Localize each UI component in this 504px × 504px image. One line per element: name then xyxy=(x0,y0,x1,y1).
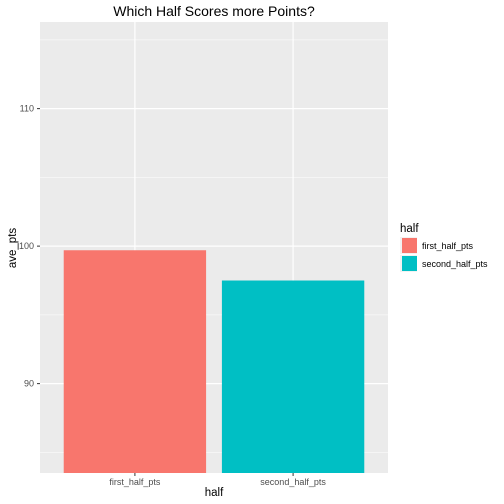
y-tick-label: 100 xyxy=(19,241,34,251)
bars xyxy=(63,250,365,473)
legend-label: second_half_pts xyxy=(422,259,488,269)
legend-label: first_half_pts xyxy=(422,241,474,251)
x-tick-label: first_half_pts xyxy=(109,477,161,487)
x-tick-label: second_half_pts xyxy=(260,477,326,487)
y-tick-label: 90 xyxy=(24,379,34,389)
legend-swatch xyxy=(402,256,417,271)
axes: 90 100 110 first_half_pts second_half_pts xyxy=(19,104,326,487)
bar-first-half-pts xyxy=(63,250,207,473)
y-tick-label: 110 xyxy=(20,104,34,114)
legend: half first_half_pts second_half_pts xyxy=(400,223,488,272)
legend-title: half xyxy=(400,223,419,235)
y-axis-title: ave_pts xyxy=(7,228,19,269)
x-axis-title: half xyxy=(205,487,224,499)
bar-second-half-pts xyxy=(221,280,365,473)
chart-title: Which Half Scores more Points? xyxy=(113,3,315,19)
legend-swatch xyxy=(402,238,417,253)
